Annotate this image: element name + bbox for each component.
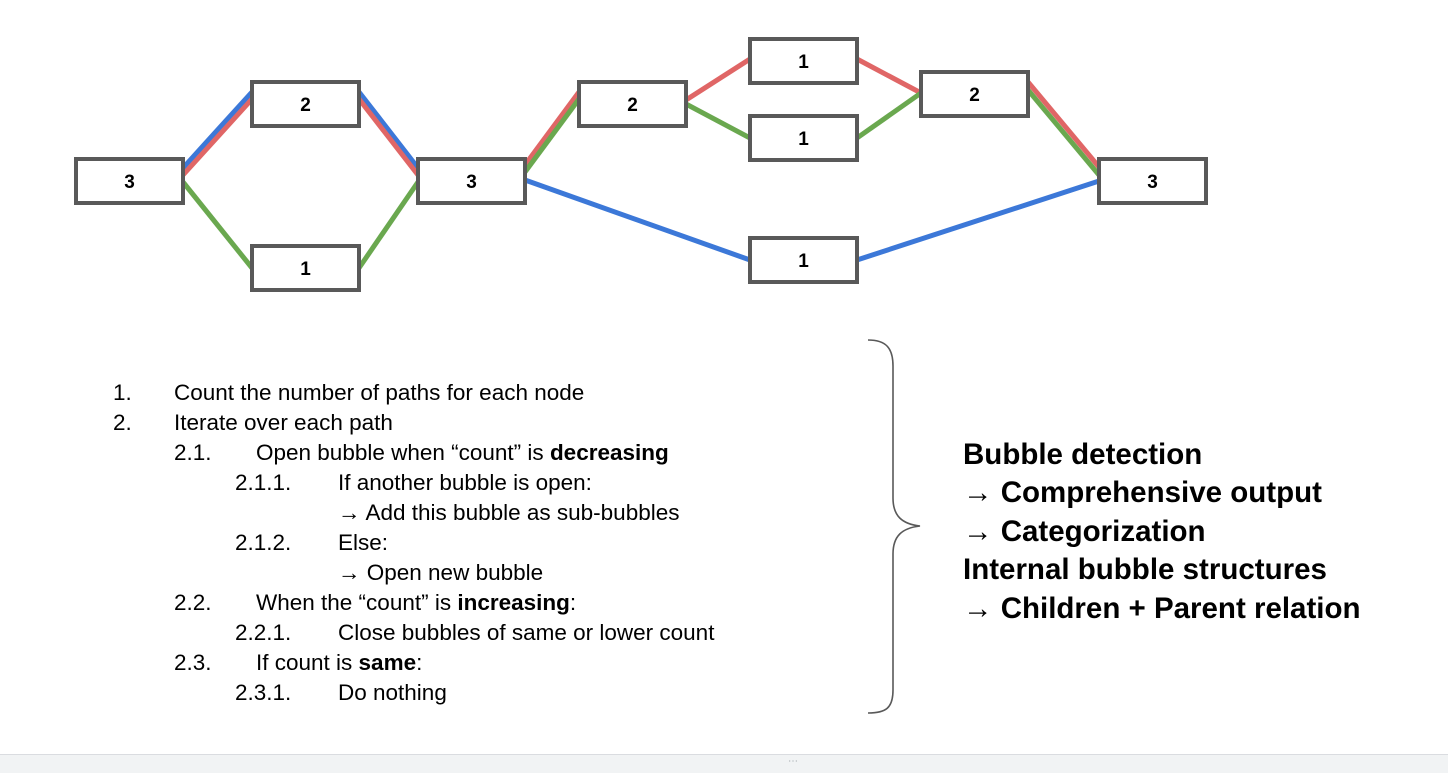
node-box <box>748 236 859 284</box>
step-text-part: Do nothing <box>338 680 447 705</box>
path-edge-red <box>855 56 923 96</box>
path-edge-blue <box>524 177 751 263</box>
step-emphasis: same <box>358 650 417 675</box>
step-text: Else: <box>338 528 388 558</box>
step-text-part: : <box>569 590 577 615</box>
step-number: 2.3.1. <box>235 680 292 705</box>
node-box <box>748 114 859 162</box>
graph-node: 1 <box>748 114 859 162</box>
summary-line: → Categorization <box>963 514 1206 548</box>
step-emphasis: decreasing <box>549 440 669 465</box>
node-box <box>74 157 185 205</box>
path-edge-blue <box>856 178 1100 263</box>
graph-node: 3 <box>416 157 527 205</box>
path-edge-green <box>1026 88 1101 177</box>
graph-node: 1 <box>748 37 859 85</box>
node-box <box>250 80 361 128</box>
step-text: Iterate over each path <box>174 408 393 438</box>
node-count-label: 3 <box>124 172 135 193</box>
step-number: 2.2.1. <box>235 620 292 645</box>
node-count-label: 1 <box>300 259 311 280</box>
path-edge-red <box>522 90 582 167</box>
path-edge-blue <box>357 90 420 170</box>
node-box <box>1097 157 1208 205</box>
step-text: If another bubble is open: <box>338 468 592 498</box>
path-edge-red <box>1026 80 1101 169</box>
step-text-part: Close bubbles of same or lower count <box>338 620 715 645</box>
step-text-part: Open bubble when “count” is <box>256 440 550 465</box>
step-text-part: : <box>416 650 423 675</box>
step-number: 2.3. <box>174 650 212 675</box>
step-text: Do nothing <box>338 678 447 708</box>
graph-node: 2 <box>577 80 688 128</box>
node-count-label: 1 <box>798 129 809 150</box>
node-count-label: 2 <box>969 85 980 106</box>
summary-text: Bubble detection → Comprehensive output … <box>963 436 1361 628</box>
path-edge-blue <box>181 90 254 170</box>
step-text: When the “count” is increasing: <box>256 588 576 618</box>
node-count-label: 3 <box>1147 172 1158 193</box>
step-number: 2.1. <box>174 440 212 465</box>
step-text: If count is same: <box>256 648 422 678</box>
path-edge-green <box>684 101 752 141</box>
node-count-label: 2 <box>300 95 311 116</box>
step-number: 2.1.2. <box>235 530 292 555</box>
graph-node: 2 <box>919 70 1030 118</box>
step-text: → Add this bubble as sub-bubbles <box>338 498 679 528</box>
graph-node: 1 <box>250 244 361 292</box>
path-edge-green <box>356 180 421 270</box>
graph-node: 3 <box>74 157 185 205</box>
path-edge-green <box>855 90 923 141</box>
graph-node: 3 <box>1097 157 1208 205</box>
step-text: → Open new bubble <box>338 558 543 588</box>
graph-node: 1 <box>748 236 859 284</box>
step-text-part: If another bubble is open: <box>338 470 592 495</box>
bottom-status-bar: ⋯ <box>0 754 1448 773</box>
step-text: Close bubbles of same or lower count <box>338 618 714 648</box>
node-count-label: 2 <box>627 95 638 116</box>
step-number: 2.1.1. <box>235 470 292 495</box>
summary-line: → Children + Parent relation <box>963 591 1361 625</box>
summary-line: → Comprehensive output <box>963 476 1322 510</box>
step-text-part: Count the number of paths for each node <box>174 380 585 405</box>
node-box <box>416 157 527 205</box>
step-text-part: → Open new bubble <box>338 560 544 585</box>
path-edge-green <box>522 97 582 174</box>
step-text-part: If count is <box>256 650 359 675</box>
node-box <box>748 37 859 85</box>
path-edge-green <box>181 180 254 270</box>
step-number: 2.2. <box>174 590 212 615</box>
graph-nodes: 3 2 1 3 2 1 1 1 2 3 <box>74 37 1208 292</box>
node-count-label: 1 <box>798 251 809 272</box>
step-number: 2. <box>113 410 132 435</box>
path-edge-red <box>684 56 752 103</box>
node-box <box>577 80 688 128</box>
node-count-label: 3 <box>466 172 477 193</box>
path-count-graph: 3 2 1 3 2 1 1 1 2 3 <box>74 37 1208 292</box>
right-curly-brace <box>867 339 921 714</box>
step-text-part: When the “count” is <box>256 590 458 615</box>
step-text-part: → Add this bubble as sub-bubbles <box>338 500 680 525</box>
step-number: 1. <box>113 380 132 405</box>
step-emphasis: increasing <box>457 590 570 615</box>
step-text: Open bubble when “count” is decreasing <box>256 438 669 468</box>
algorithm-steps: 1. Count the number of paths for each nod… <box>113 378 714 708</box>
summary-line: Internal bubble structures <box>963 553 1327 587</box>
node-count-label: 1 <box>798 52 809 73</box>
node-box <box>919 70 1030 118</box>
step-text-part: Iterate over each path <box>174 410 393 435</box>
path-edge-red <box>357 97 420 177</box>
path-edge-red <box>181 97 254 177</box>
step-text: Count the number of paths for each node <box>174 378 584 408</box>
graph-edges <box>181 56 1101 270</box>
summary-line: Bubble detection <box>963 438 1203 471</box>
node-box <box>250 244 361 292</box>
graph-node: 2 <box>250 80 361 128</box>
step-text-part: Else: <box>338 530 389 555</box>
resize-handle-icon[interactable]: ⋯ <box>788 756 799 767</box>
